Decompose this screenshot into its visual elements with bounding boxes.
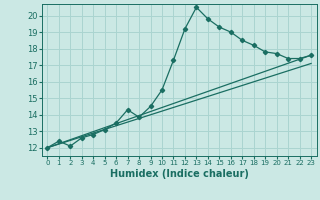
X-axis label: Humidex (Indice chaleur): Humidex (Indice chaleur) (110, 169, 249, 179)
